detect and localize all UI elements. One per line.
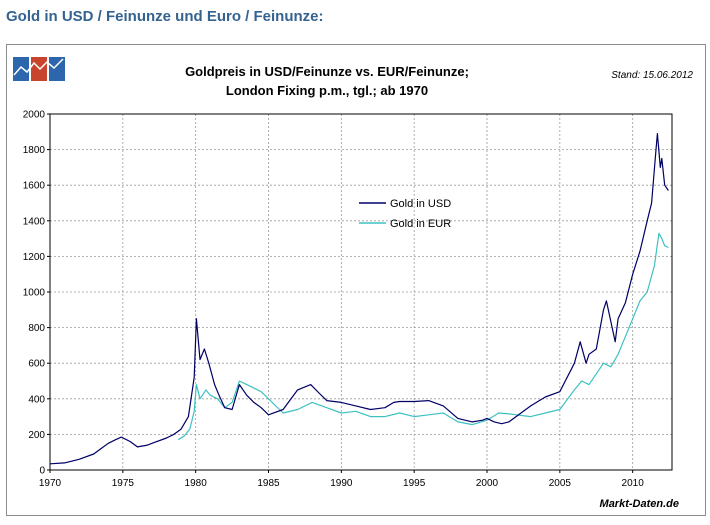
y-tick-label-800: 800 [28,323,45,334]
logo-panel-right [49,57,65,81]
chart-logo-icon [13,57,65,81]
logo-panel-left [13,57,29,81]
y-tick-label-400: 400 [28,394,45,405]
series-lines [49,132,669,465]
logo-trend-line [13,58,64,76]
x-tick-label-2005: 2005 [549,478,572,489]
series-line-usd [49,132,669,465]
gold-price-chart: Goldpreis in USD/Feinunze vs. EUR/Feinun… [13,57,693,510]
y-axis: 0 200 400 600 800 1000 1200 1400 1600 1800 2000 [23,110,50,477]
y-tick-label-200: 200 [28,430,45,441]
legend-label-usd: Gold in USD [390,198,451,210]
chart-title-line-1: Goldpreis in USD/Feinunze vs. EUR/Feinun… [185,64,469,79]
x-axis: 1970 1975 1980 1985 1990 1995 2000 2005 2010 [39,470,644,489]
x-tick-label-2010: 2010 [622,478,645,489]
y-tick-label-1600: 1600 [23,181,46,192]
legend-label-eur: Gold in EUR [390,218,451,230]
page-heading: Gold in USD / Feinunze und Euro / Feinun… [6,8,324,25]
chart-frame: Goldpreis in USD/Feinunze vs. EUR/Feinun… [6,44,706,516]
y-tick-label-1800: 1800 [23,145,46,156]
y-tick-label-1400: 1400 [23,216,46,227]
stand-date-label: Stand: 15.06.2012 [611,70,693,81]
chart-grid [50,114,672,470]
y-tick-label-1000: 1000 [23,288,46,299]
x-tick-label-1985: 1985 [257,478,280,489]
x-tick-label-1995: 1995 [403,478,426,489]
chart-legend: Gold in USD Gold in EUR [359,198,451,230]
y-tick-label-0: 0 [39,466,45,477]
x-tick-label-1990: 1990 [330,478,353,489]
x-tick-label-2000: 2000 [476,478,499,489]
y-tick-label-1200: 1200 [23,252,46,263]
source-label: Markt-Daten.de [600,498,679,510]
series-line-eur [177,232,669,441]
chart-title-line-2: London Fixing p.m., tgl.; ab 1970 [226,83,428,98]
x-tick-label-1980: 1980 [185,478,208,489]
x-tick-label-1970: 1970 [39,478,62,489]
y-tick-label-2000: 2000 [23,110,46,121]
y-tick-label-600: 600 [28,359,45,370]
x-tick-label-1975: 1975 [112,478,135,489]
